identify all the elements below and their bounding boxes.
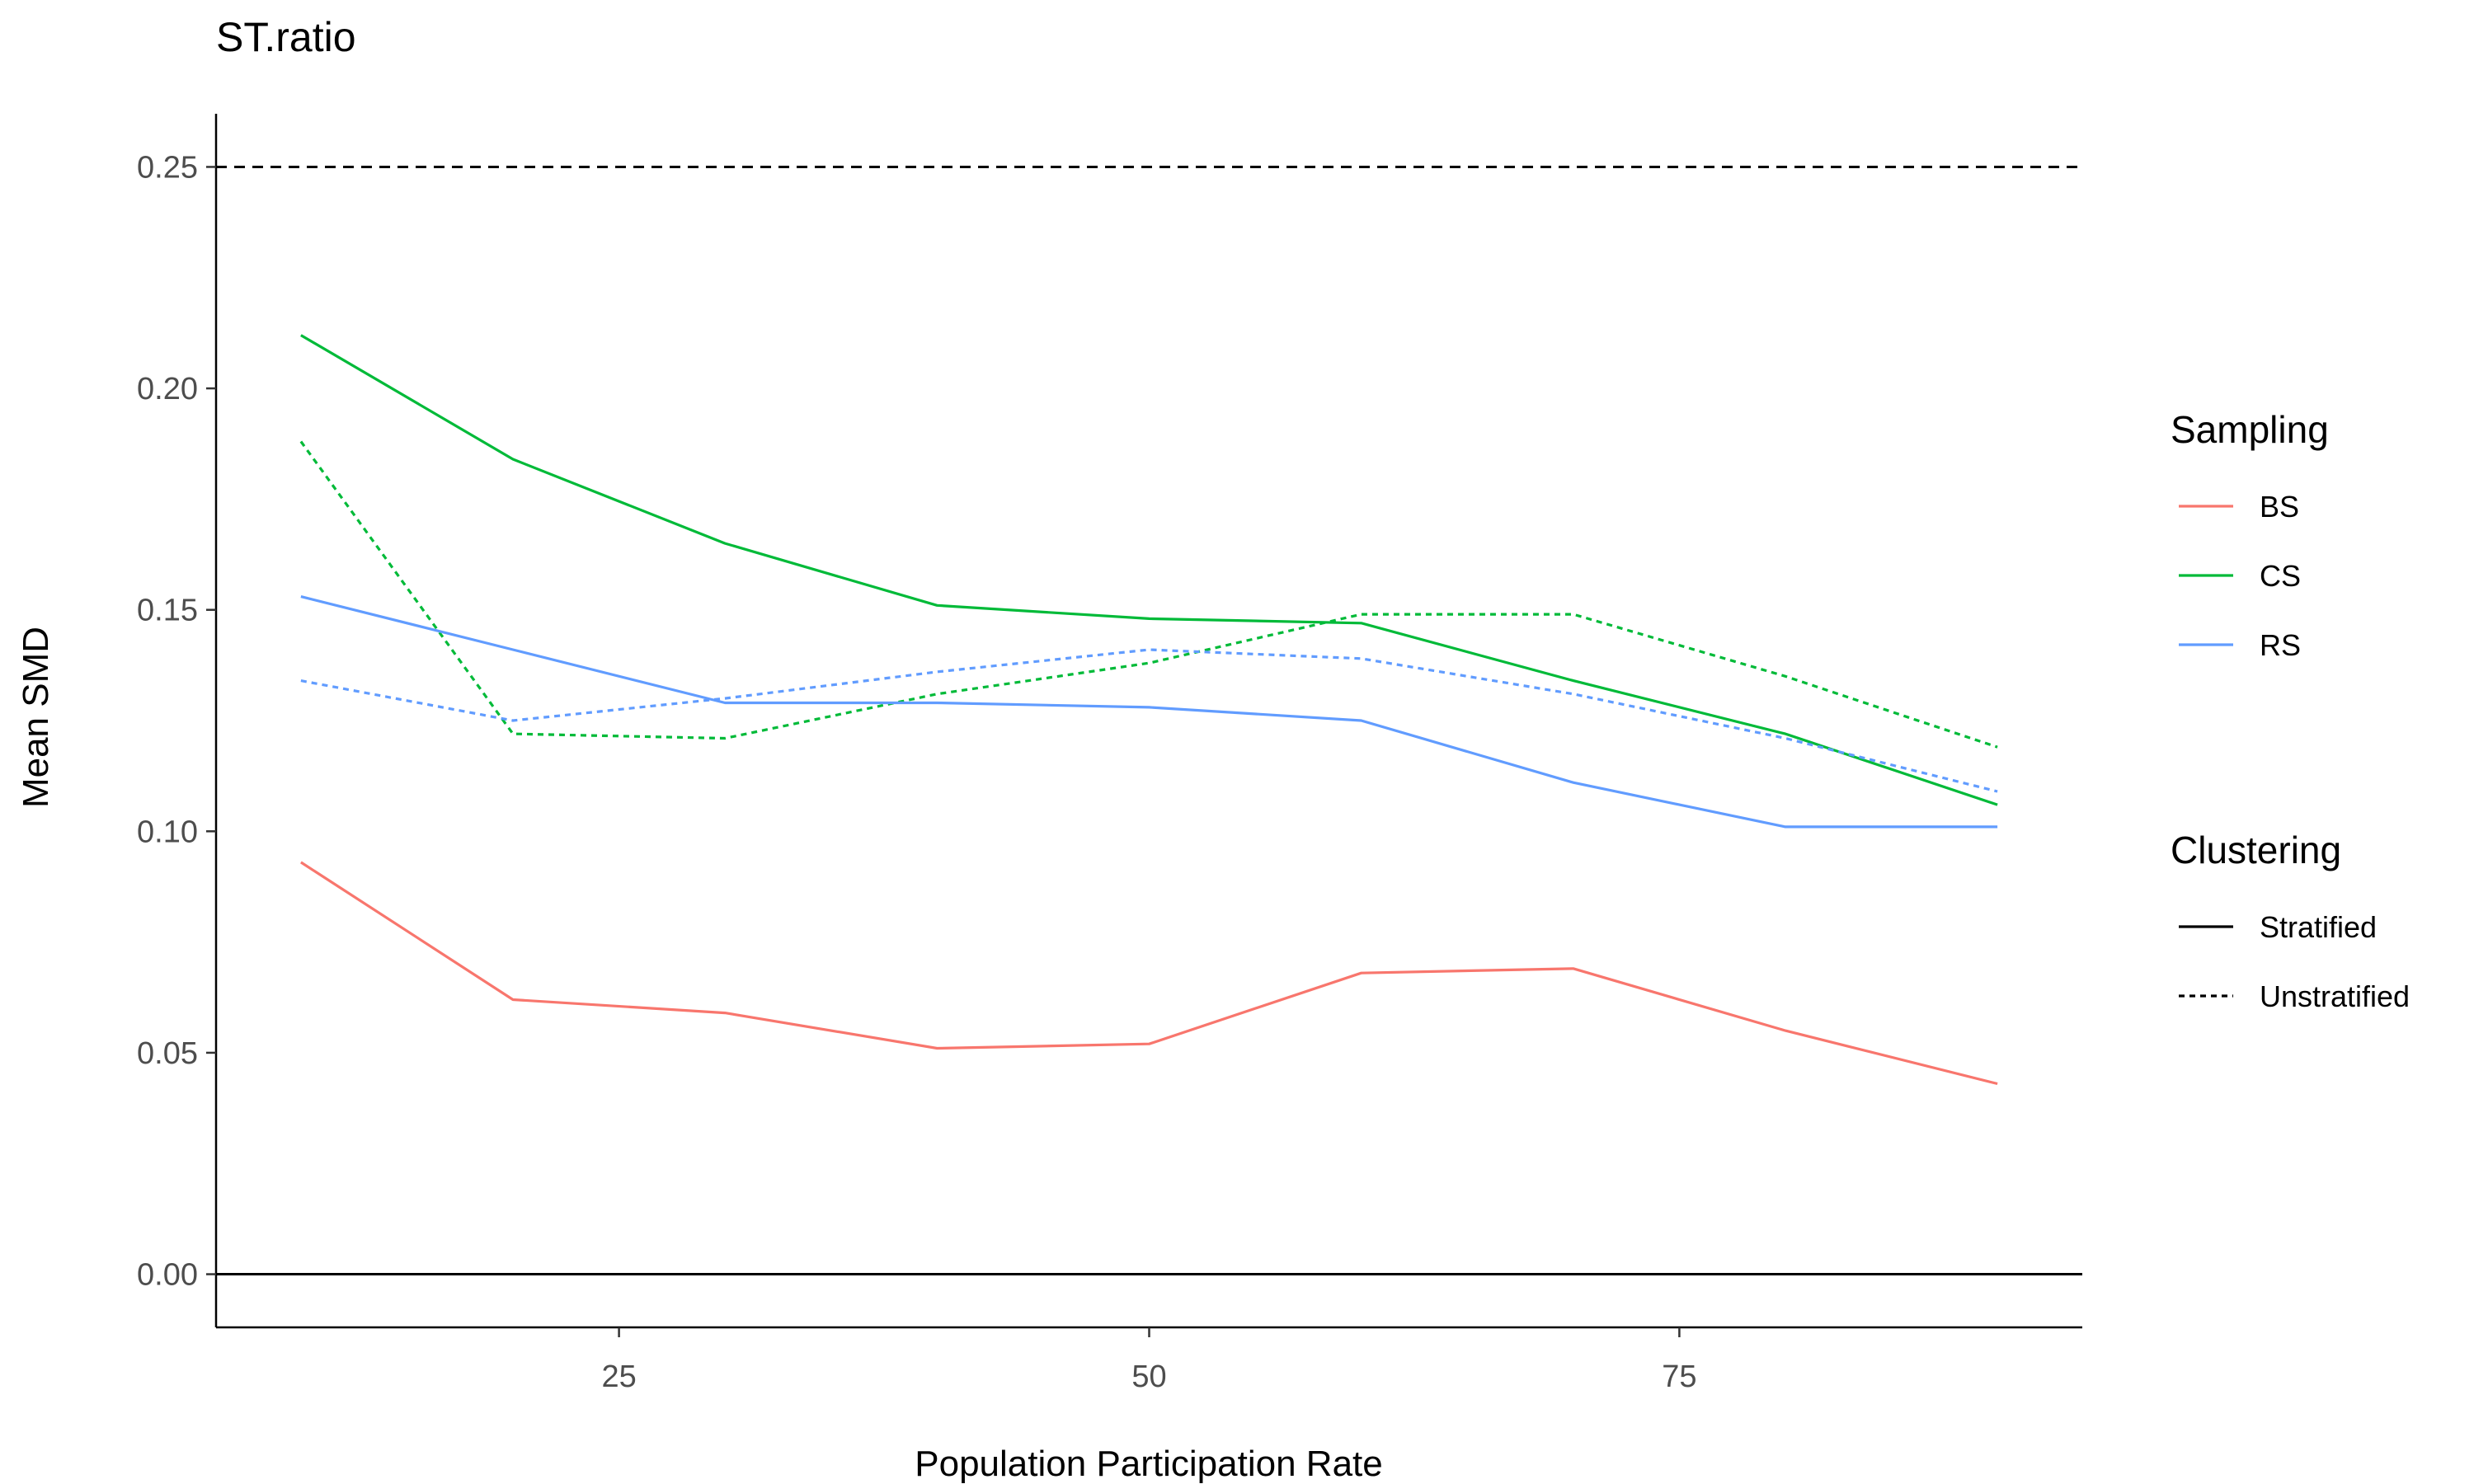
legend-area: Sampling BS CS RS Clustering Stratified Unstra…	[2171, 408, 2410, 1013]
legend-title-sampling: Sampling	[2171, 408, 2329, 451]
x-tick-label: 25	[601, 1360, 636, 1394]
x-tick-label: 50	[1131, 1360, 1166, 1394]
legend-label-unstratified: Unstratified	[2260, 979, 2410, 1013]
series-line-rs-unstratified	[300, 648, 1998, 793]
y-tick-label: 0.15	[137, 594, 198, 628]
y-tick-label: 0.00	[137, 1258, 198, 1293]
y-tick-label: 0.10	[137, 815, 198, 849]
y-axis-title: Mean SMD	[16, 627, 56, 808]
plot-panel: 0.00 0.05 0.10 0.15 0.20 0.25 25 50 75	[137, 114, 2082, 1394]
y-tick-label: 0.05	[137, 1036, 198, 1071]
series-line-cs-unstratified	[299, 440, 1998, 749]
legend-label-cs: CS	[2260, 559, 2301, 593]
legend-label-bs: BS	[2260, 490, 2299, 524]
series-line-rs-stratified	[300, 595, 1998, 829]
series-line-cs-stratified	[300, 334, 1998, 806]
x-tick-label: 75	[1662, 1360, 1696, 1394]
chart-title: ST.ratio	[216, 14, 356, 60]
y-tick-label: 0.20	[137, 372, 198, 406]
legend-title-clustering: Clustering	[2171, 829, 2341, 871]
y-tick-label: 0.25	[137, 150, 198, 185]
legend-label-rs: RS	[2260, 628, 2301, 662]
x-axis-title: Population Participation Rate	[915, 1444, 1382, 1484]
legend-label-stratified: Stratified	[2260, 910, 2377, 944]
series-line-bs-stratified	[300, 861, 1998, 1086]
